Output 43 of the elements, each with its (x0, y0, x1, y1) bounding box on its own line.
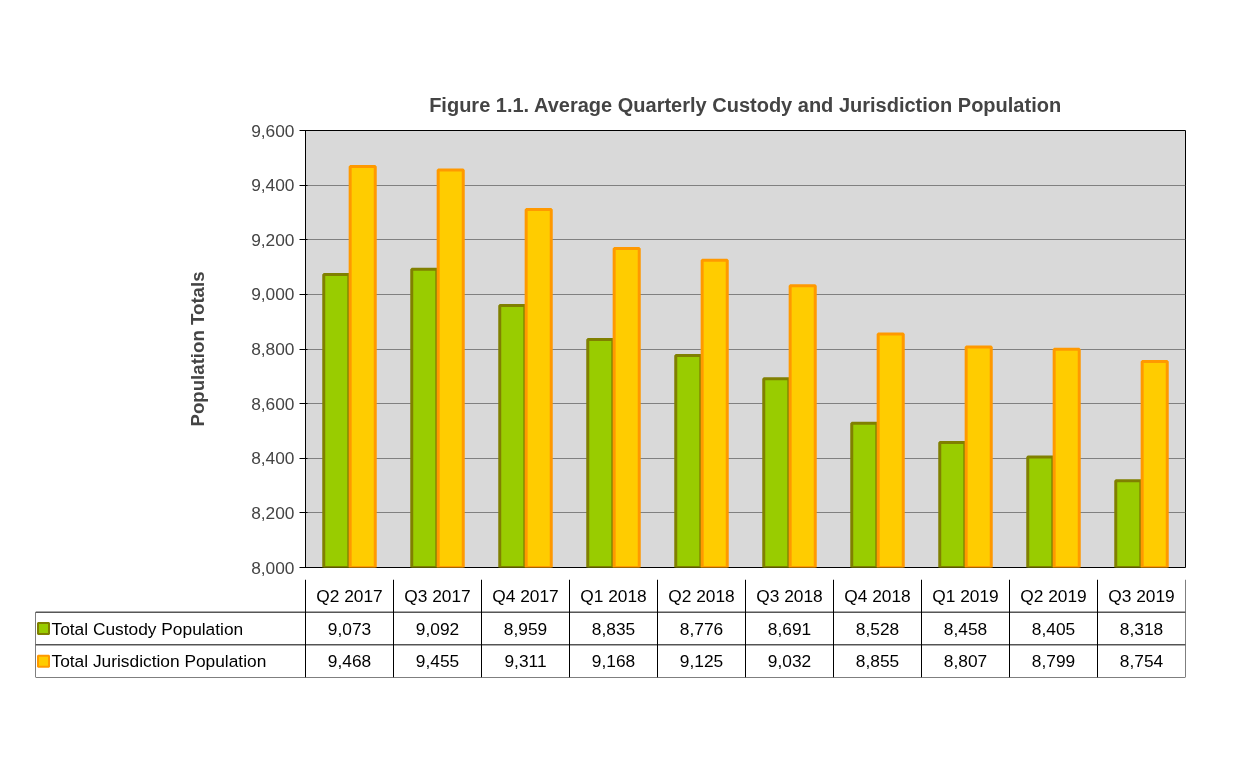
data-label: 8,799 (1031, 651, 1076, 672)
y-tick-label: 8,200 (251, 502, 295, 523)
data-label: 9,125 (679, 651, 724, 672)
data-label: 9,455 (415, 651, 460, 672)
x-tick-label: Q1 2018 (580, 585, 647, 606)
data-label: 9,468 (327, 651, 372, 672)
y-tick-label: 9,600 (251, 120, 295, 141)
x-tick-label: Q4 2018 (844, 585, 911, 606)
x-tick-label: Q1 2019 (932, 585, 999, 606)
data-label: 9,073 (327, 618, 372, 639)
data-label: 8,776 (679, 618, 724, 639)
y-axis-title: Population Totals (187, 271, 209, 427)
y-tick-label: 8,000 (251, 557, 295, 578)
x-tick-label: Q4 2017 (492, 585, 559, 606)
data-label: 8,458 (943, 618, 988, 639)
x-tick-label: Q3 2017 (404, 585, 471, 606)
data-label: 8,807 (943, 651, 988, 672)
data-label: 9,168 (591, 651, 636, 672)
data-label: 9,311 (504, 651, 547, 672)
y-tick-label: 8,400 (251, 448, 295, 469)
data-label: 8,835 (591, 618, 636, 639)
data-label: 8,754 (1119, 651, 1164, 672)
chart-title: Figure 1.1. Average Quarterly Custody and Jurisdiction Population (429, 93, 1062, 116)
data-label: 8,318 (1119, 618, 1164, 639)
data-label: 8,405 (1031, 618, 1076, 639)
data-label: 8,959 (503, 618, 548, 639)
x-tick-label: Q3 2018 (756, 585, 823, 606)
data-label: 8,528 (855, 618, 900, 639)
data-label: 8,691 (767, 618, 812, 639)
data-label: 9,032 (767, 651, 812, 672)
x-tick-label: Q3 2019 (1108, 585, 1175, 606)
data-label: 9,092 (415, 618, 460, 639)
x-tick-label: Q2 2017 (316, 585, 383, 606)
x-tick-label: Q2 2019 (1020, 585, 1087, 606)
legend-label: Total Custody Population (51, 618, 244, 639)
legend-label: Total Jurisdiction Population (51, 651, 267, 672)
y-tick-label: 8,800 (251, 339, 295, 359)
y-tick-label: 9,400 (251, 175, 295, 196)
y-tick-label: 9,200 (251, 229, 295, 250)
x-tick-label: Q2 2018 (668, 585, 735, 606)
y-tick-label: 9,000 (251, 284, 295, 305)
data-label: 8,855 (855, 651, 900, 672)
y-tick-label: 8,600 (251, 393, 295, 414)
